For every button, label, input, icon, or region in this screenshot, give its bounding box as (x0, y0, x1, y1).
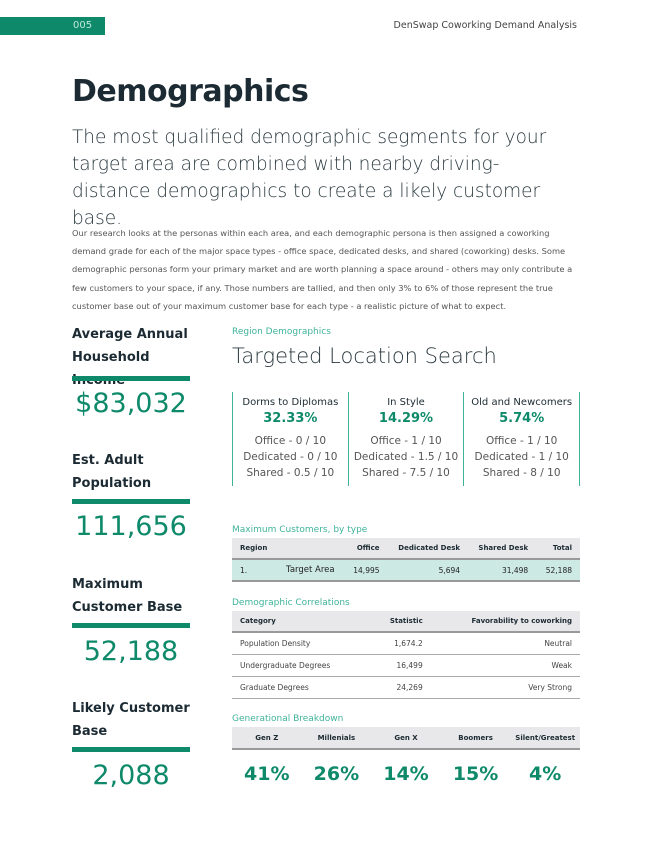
gen-value: 14% (383, 763, 429, 785)
table-row: Undergraduate Degrees 16,499 Weak (232, 654, 580, 677)
divider (72, 499, 190, 504)
stat-value-likely-customers: 2,088 (92, 760, 170, 791)
cell: 14,995 (343, 559, 388, 582)
dedicated-score: Dedicated - 1 / 10 (474, 451, 569, 463)
max-customers-table: Region Office Dedicated Desk Shared Desk Tot… (232, 538, 580, 582)
dedicated-score: Dedicated - 0 / 10 (243, 451, 338, 463)
cell: Undergraduate Degrees (232, 654, 369, 677)
document-title: DenSwap Coworking Demand Analysis (393, 20, 577, 31)
stat-value-income: $83,032 (75, 388, 187, 419)
col-category: Category (232, 611, 369, 633)
stat-value-max-customers: 52,188 (83, 636, 179, 667)
office-score: Office - 1 / 10 (485, 435, 558, 447)
generations-header: Gen Z Millenials Gen X Boomers Silent/Greate… (232, 727, 580, 750)
gen-value: 4% (529, 763, 562, 785)
col-region: Region (232, 538, 277, 560)
gen-header: Boomers (458, 734, 493, 742)
col-favorability: Favorability to coworking (430, 611, 580, 633)
office-score: Office - 0 / 10 (254, 435, 327, 447)
region-label: Region Demographics (232, 327, 331, 337)
divider (72, 623, 190, 628)
col-statistic: Statistic (368, 611, 431, 633)
persona-card: Dorms to Diplomas 32.33% Office - 0 / 10 De… (232, 392, 348, 486)
correlations-label: Demographic Correlations (232, 598, 350, 608)
office-score: Office - 1 / 10 (370, 435, 442, 447)
cell: 52,188 (536, 559, 580, 582)
intro-paragraph: Our research looks at the personas withi… (72, 228, 573, 311)
gen-value: 41% (244, 763, 290, 785)
table-row: 1. Target Area 14,995 5,694 31,498 52,188 (232, 559, 580, 582)
cell: 5,694 (387, 559, 469, 582)
persona-card: Old and Newcomers 5.74% Office - 1 / 10 Ded… (463, 392, 581, 486)
col-name (276, 538, 344, 560)
table-header: Category Statistic Favorability to coworki… (232, 611, 580, 633)
persona-name: In Style (387, 397, 425, 408)
persona-percent: 32.33% (263, 411, 318, 426)
stat-label-likely-customers: Likely Customer Base (72, 701, 190, 739)
persona-name: Dorms to Diplomas (242, 397, 339, 408)
region-title: Targeted Location Search (232, 344, 497, 368)
table-header: Region Office Dedicated Desk Shared Desk Tot… (232, 538, 580, 560)
shared-score: Shared - 0.5 / 10 (246, 467, 335, 479)
col-dedicated: Dedicated Desk (387, 538, 469, 560)
cell: Graduate Degrees (232, 676, 369, 699)
col-total: Total (536, 538, 580, 560)
table-row: Population Density 1,674.2 Neutral (232, 632, 580, 655)
gen-header: Gen Z (255, 734, 279, 742)
page-title: Demographics (72, 74, 309, 109)
cell: Population Density (232, 632, 369, 655)
gen-header: Silent/Greatest (515, 734, 576, 742)
persona-percent: 14.29% (378, 411, 434, 426)
table-row: Graduate Degrees 24,269 Very Strong (232, 676, 580, 699)
persona-percent: 5.74% (499, 411, 545, 426)
gen-header: Gen X (394, 734, 418, 742)
generations-label: Generational Breakdown (232, 714, 344, 724)
cell: 1,674.2 (368, 632, 431, 655)
gen-value: 15% (452, 763, 499, 785)
cell: Weak (430, 654, 580, 677)
cell: 24,269 (368, 676, 431, 699)
persona-list: Dorms to Diplomas 32.33% Office - 0 / 10 De… (232, 392, 581, 486)
correlations-table: Category Statistic Favorability to coworki… (232, 611, 580, 699)
divider (72, 747, 190, 752)
stat-label-income: Average Annual Household Income (72, 327, 188, 388)
max-customers-label: Maximum Customers, by type (232, 525, 368, 535)
stat-label-population: Est. Adult Population (72, 453, 152, 491)
subtitle: The most qualified demographic segments … (72, 127, 547, 229)
persona-name: Old and Newcomers (471, 397, 573, 408)
gen-header: Millenials (317, 734, 356, 742)
cell: 31,498 (468, 559, 537, 582)
col-shared: Shared Desk (468, 538, 537, 560)
stat-label-max-customers: Maximum Customer Base (72, 577, 183, 615)
cell: Very Strong (430, 676, 580, 699)
page-number: 005 (0, 17, 105, 35)
shared-score: Shared - 7.5 / 10 (362, 467, 450, 479)
cell: Target Area (276, 559, 344, 582)
gen-value: 26% (313, 763, 360, 785)
cell: 16,499 (368, 654, 431, 677)
dedicated-score: Dedicated - 1.5 / 10 (353, 451, 459, 463)
persona-card: In Style 14.29% Office - 1 / 10 Dedicated -… (347, 392, 464, 486)
cell: Neutral (430, 632, 580, 655)
divider (72, 376, 190, 381)
generations-values: 41% 26% 14% 15% 4% (232, 763, 580, 785)
shared-score: Shared - 8 / 10 (482, 467, 561, 479)
stat-value-population: 111,656 (75, 511, 187, 542)
cell: 1. (232, 559, 277, 582)
col-office: Office (343, 538, 388, 560)
